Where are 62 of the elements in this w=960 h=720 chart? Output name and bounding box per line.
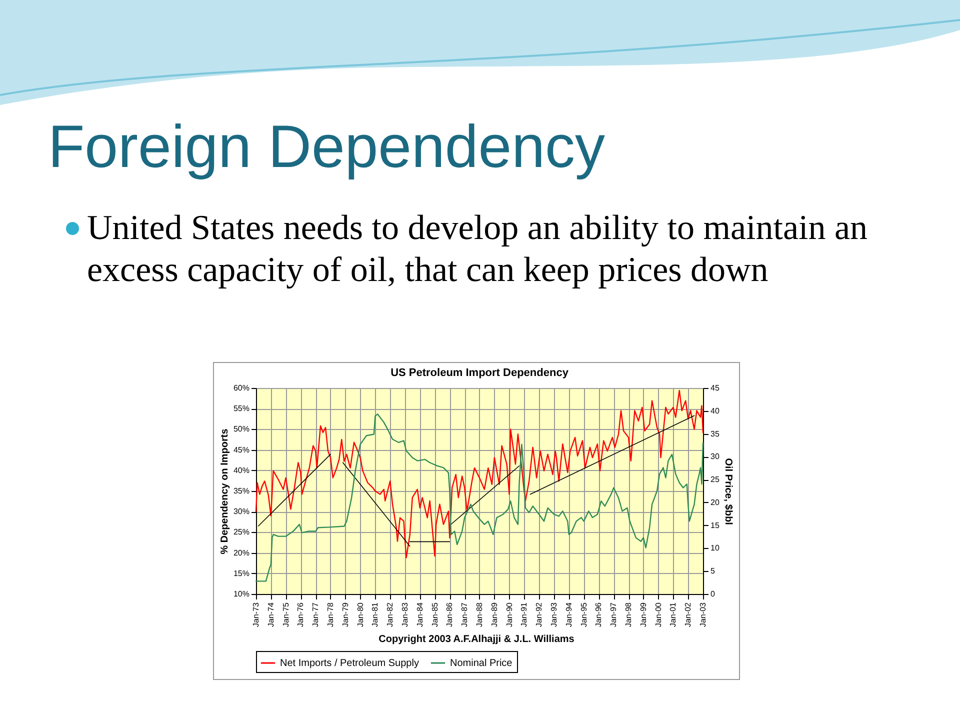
x-tick-label: Jan-88 [474,602,484,627]
x-tick-label: Jan-94 [564,602,574,627]
x-tick-label: Jan-74 [266,602,276,627]
y2-tick-label: 45 [710,384,720,392]
x-tick-label: Jan-85 [430,602,440,627]
x-tick-label: Jan-82 [386,602,395,627]
y2-tick-label: 5 [710,566,716,576]
y-tick-label: 35% [233,486,250,496]
y2-tick-label: 25 [710,475,720,484]
y-tick-label: 50% [233,424,250,434]
x-tick-label: Jan-78 [326,602,335,627]
x-tick-label: Jan-03 [698,602,708,627]
line-series [255,390,704,558]
y2-tick-label: 15 [710,520,720,530]
y-tick-label: 20% [233,548,250,558]
y2-tick-label: 20 [710,498,720,507]
x-tick-label: Jan-02 [684,602,693,627]
legend-label: Net Imports / Petroleum Supply [280,658,419,669]
text: United States needs to develop an ability to maintain an excess capacity of oil, that can keep prices down [87,207,869,291]
x-tick-label: Jan-83 [400,602,410,627]
y2-tick-label: 30 [710,452,720,462]
x-tick-label: Jan-93 [550,602,559,627]
x-tick-label: Jan-98 [624,602,634,627]
y2-tick-label: 35 [710,429,720,438]
line-series [255,413,704,582]
x-tick-label: Jan-91 [520,602,529,627]
x-tick-label: Jan-90 [504,602,514,627]
y-axis-title: % Dependency on Imports [219,428,230,554]
x-tick-label: Jan-75 [281,602,290,627]
y-tick-label: 25% [233,528,250,537]
y-tick-label: 55% [233,404,250,414]
x-tick-label: Jan-81 [370,602,380,627]
y-tick-label: 15% [233,568,250,578]
y-tick-label: 60% [233,384,250,392]
x-tick-label: Jan-79 [340,602,350,627]
x-tick-label: Jan-89 [490,602,499,627]
y2-tick-label: 0 [710,590,716,598]
x-tick-label: Jan-01 [668,602,678,627]
x-tick-label: Jan-95 [579,602,588,627]
legend-label: Nominal Price [450,658,513,669]
x-tick-label: Jan-86 [445,602,454,627]
x-tick-label: Jan-80 [356,602,365,627]
x-tick-label: Jan-96 [594,602,604,627]
y-tick-label: 45% [233,445,250,454]
x-tick-label: Jan-77 [311,602,320,627]
x-tick-label: Jan-84 [415,602,424,627]
x-tick-label: Jan-73 [252,602,260,627]
y2-axis-title: Oil Price, $bbl [722,458,734,526]
x-tick-label: Jan-76 [296,602,306,627]
text: Foreign Dependency [48,112,606,181]
y-tick-label: 40% [233,466,250,475]
y2-tick-label: 10 [710,544,720,553]
x-tick-label: Jan-99 [638,602,648,627]
y-tick-label: 30% [233,507,250,516]
y-tick-label: 10% [233,590,250,598]
y2-tick-label: 40 [710,406,720,416]
x-tick-label: Jan-00 [654,602,663,627]
chart-title: US Petroleum Import Dependency [390,367,570,379]
x-tick-label: Jan-92 [534,602,544,627]
x-tick-label: Jan-87 [460,602,470,627]
x-tick-label: Jan-97 [609,602,618,627]
text: Copyright 2003 A.F.Alhajji & J.L. Williams [378,634,576,645]
